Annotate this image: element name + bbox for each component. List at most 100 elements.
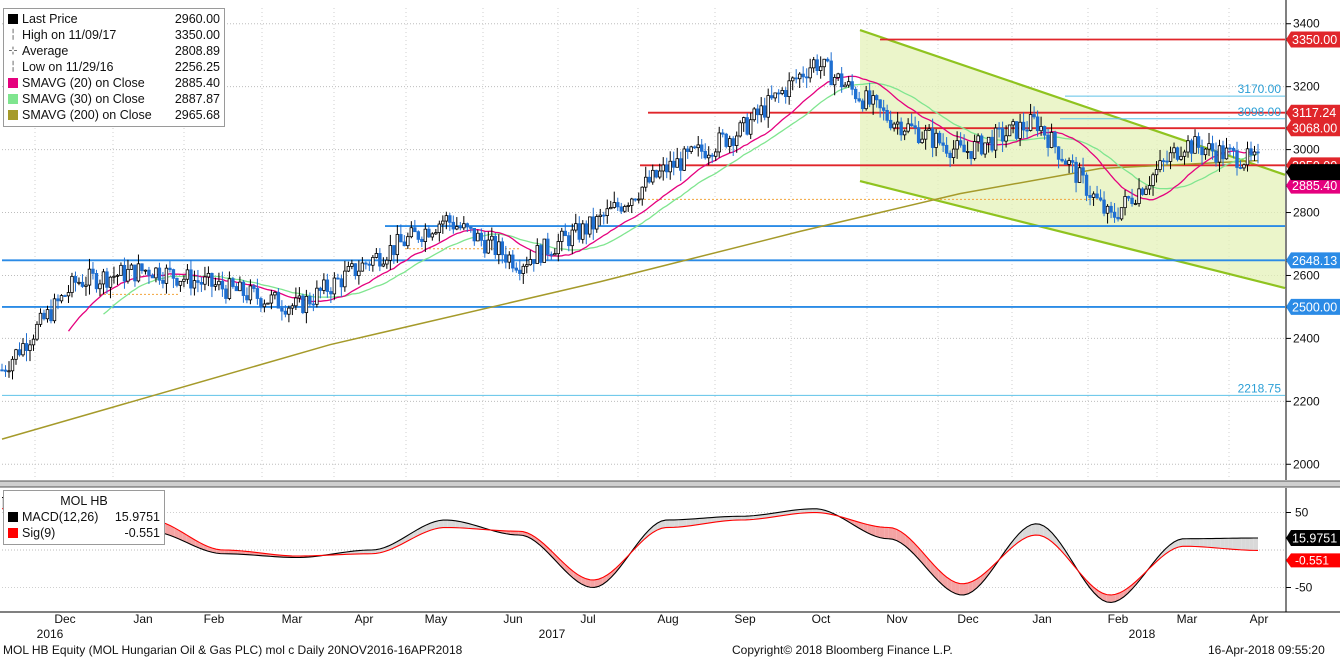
candle-body bbox=[105, 271, 109, 288]
last-price-tag bbox=[1286, 164, 1340, 181]
macd-histogram-fill bbox=[165, 523, 171, 536]
macd-histogram-fill bbox=[1039, 524, 1044, 537]
candle-body bbox=[269, 294, 274, 304]
macd-histogram-fill bbox=[720, 516, 725, 522]
macd-histogram-fill bbox=[1022, 526, 1027, 540]
macd-legend-value: -0.551 bbox=[124, 526, 160, 540]
candle-body bbox=[916, 127, 921, 144]
month-label: Feb bbox=[204, 612, 225, 626]
candle-body bbox=[878, 99, 882, 109]
candle-body bbox=[3, 369, 8, 372]
month-label: Apr bbox=[1250, 612, 1269, 626]
candle-body bbox=[178, 280, 183, 286]
macd-histogram-fill bbox=[1249, 538, 1254, 551]
candle-body bbox=[752, 108, 756, 121]
candle-body bbox=[532, 259, 536, 264]
candle-body bbox=[609, 207, 613, 210]
macd-histogram-fill bbox=[737, 516, 742, 521]
candle-body bbox=[80, 281, 85, 287]
macd-histogram-fill bbox=[1089, 583, 1095, 593]
candle-body bbox=[707, 154, 711, 159]
candle-body bbox=[1228, 147, 1232, 150]
month-label: Jan bbox=[133, 612, 152, 626]
candle-body bbox=[1203, 148, 1208, 156]
legend-value: 3350.00 bbox=[174, 28, 220, 42]
panel-separator[interactable] bbox=[0, 480, 1340, 488]
level-label-tag bbox=[1286, 31, 1340, 48]
macd-histogram-fill bbox=[892, 527, 897, 541]
candle-body bbox=[962, 144, 966, 153]
candle-body bbox=[465, 223, 470, 228]
legend-value: 2887.87 bbox=[174, 92, 220, 106]
macd-histogram-fill bbox=[514, 531, 519, 535]
macd-histogram-fill bbox=[1026, 524, 1032, 538]
candle-body bbox=[1189, 140, 1194, 154]
month-label: Dec bbox=[54, 612, 75, 626]
candle-body bbox=[423, 228, 428, 242]
level-label: 2218.75 bbox=[1238, 381, 1282, 395]
macd-histogram-fill bbox=[233, 550, 238, 555]
candle-body bbox=[252, 285, 256, 289]
macd-last-label: 15.9751 bbox=[1292, 532, 1337, 546]
candle-body bbox=[7, 370, 11, 373]
candle-body bbox=[255, 288, 260, 299]
macd-histogram-fill bbox=[728, 516, 733, 521]
macd-histogram-fill bbox=[669, 519, 675, 528]
candle-body bbox=[808, 67, 812, 79]
macd-histogram-fill bbox=[539, 540, 544, 549]
macd-histogram-fill bbox=[741, 516, 746, 520]
candle-body bbox=[136, 263, 141, 282]
legend-item: SMAVG (200) on Close 2965.68 bbox=[8, 107, 220, 123]
macd-histogram-fill bbox=[1173, 539, 1179, 549]
legend-label: Average bbox=[22, 44, 69, 58]
macd-histogram-fill bbox=[955, 582, 960, 595]
candle-body bbox=[1165, 160, 1169, 163]
macd-histogram-fill bbox=[1194, 538, 1200, 547]
legend-value: 2960.00 bbox=[174, 12, 220, 26]
candle-body bbox=[728, 138, 732, 147]
candle-body bbox=[21, 343, 25, 356]
macd-histogram-fill bbox=[867, 524, 872, 535]
candle-body bbox=[84, 284, 88, 287]
candle-body bbox=[199, 281, 204, 285]
macd-histogram-fill bbox=[770, 512, 775, 518]
macd-histogram-fill bbox=[758, 514, 763, 519]
candle-body bbox=[91, 268, 95, 274]
candle-body bbox=[1091, 193, 1096, 198]
candle-body bbox=[1217, 145, 1222, 163]
candle-body bbox=[665, 164, 669, 173]
candle-body bbox=[451, 221, 456, 230]
candle-body bbox=[759, 105, 763, 116]
candle-body bbox=[1231, 147, 1236, 151]
candle-body bbox=[993, 127, 998, 151]
year-label: 2016 bbox=[37, 627, 64, 641]
macd-histogram-fill bbox=[594, 579, 599, 588]
candle-body bbox=[17, 349, 22, 356]
level-label: 3117.24 bbox=[1292, 106, 1336, 120]
candle-body bbox=[112, 275, 116, 278]
macd-histogram-fill bbox=[241, 550, 246, 555]
candle-body bbox=[217, 280, 221, 286]
candle-body bbox=[672, 160, 676, 168]
candle-body bbox=[143, 269, 148, 272]
candle-body bbox=[958, 140, 963, 146]
macd-histogram-fill bbox=[237, 550, 242, 555]
candle-body bbox=[259, 298, 263, 308]
macd-histogram-fill bbox=[564, 564, 570, 575]
candle-body bbox=[714, 151, 718, 157]
candle-body bbox=[406, 236, 410, 247]
macd-histogram-fill bbox=[443, 520, 448, 528]
candle-body bbox=[133, 264, 137, 282]
candle-body bbox=[1032, 114, 1036, 118]
candle-body bbox=[811, 59, 816, 69]
candle-body bbox=[818, 66, 823, 72]
candle-body bbox=[154, 267, 158, 279]
level-label: 3170.00 bbox=[1238, 82, 1282, 96]
macd-histogram-fill bbox=[695, 518, 700, 526]
candle-body bbox=[1161, 160, 1166, 163]
candle-body bbox=[605, 208, 609, 216]
candle-body bbox=[836, 73, 840, 78]
candle-body bbox=[1175, 147, 1180, 160]
footer-copyright: Copyright© 2018 Bloomberg Finance L.P. bbox=[732, 643, 953, 657]
macd-histogram-fill bbox=[455, 520, 460, 528]
